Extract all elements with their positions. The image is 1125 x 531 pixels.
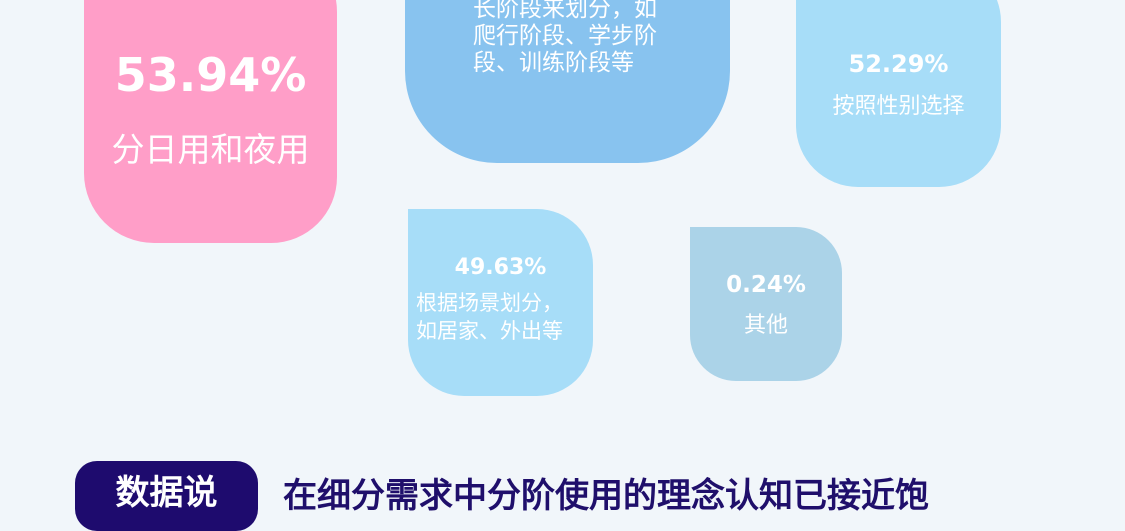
stat-growth-stage: 长阶段来划分，如 爬行阶段、学步阶 段、训练阶段等 — [405, 0, 730, 163]
stat-label: 根据场景划分， 如居家、外出等 — [416, 291, 563, 343]
stat-scene: 49.63% 根据场景划分， 如居家、外出等 — [408, 209, 593, 396]
stat-day-night: 53.94% 分日用和夜用 — [84, 0, 337, 243]
stat-gender: 52.29% 按照性别选择 — [796, 0, 1001, 187]
stat-label: 其他 — [743, 313, 788, 338]
stat-percent: 49.63% — [454, 255, 547, 280]
stat-label: 长阶段来划分，如 爬行阶段、学步阶 段、训练阶段等 — [473, 0, 657, 76]
headline: 在细分需求中分阶使用的理念认知已接近饱 — [283, 476, 929, 516]
stat-percent: 52.29% — [848, 50, 949, 78]
data-says-badge: 数据说 — [75, 461, 258, 531]
stat-other: 0.24% 其他 — [690, 227, 842, 381]
stat-percent: 53.94% — [114, 48, 307, 102]
stat-label: 分日用和夜用 — [111, 130, 310, 169]
stat-percent: 0.24% — [726, 272, 806, 298]
stat-label: 按照性别选择 — [832, 94, 965, 119]
